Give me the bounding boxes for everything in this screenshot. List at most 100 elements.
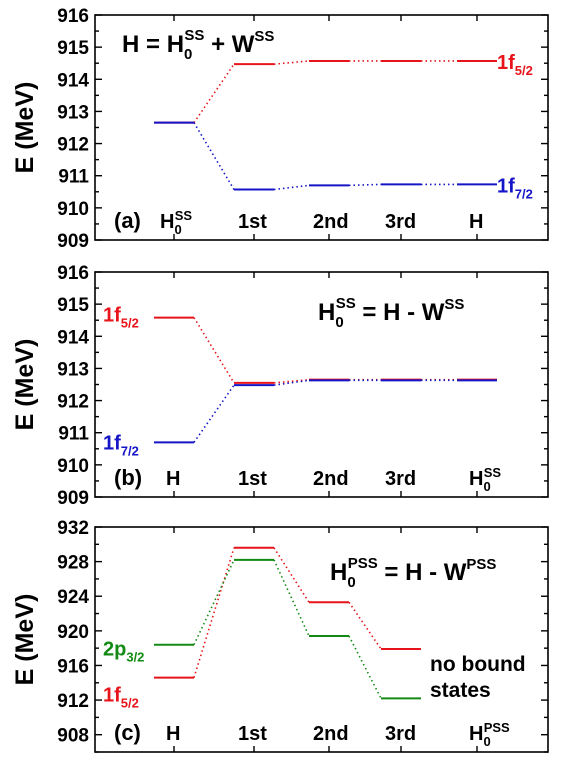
stage-sup: PSS <box>484 720 510 735</box>
connector-line <box>348 635 382 699</box>
series-1: 1f7/2 <box>154 121 533 201</box>
eq-lhs: H <box>330 559 347 586</box>
series-1: 2p3/2 <box>103 558 421 700</box>
y-tick-label: 912 <box>57 691 89 712</box>
stage-text: H <box>469 723 483 745</box>
panel-label: (a) <box>114 208 141 233</box>
series-label: 1f5/2 <box>103 305 139 331</box>
stage-label: H0PSS <box>469 720 510 749</box>
series-name-sub: 7/2 <box>121 443 139 458</box>
y-tick-label: 911 <box>58 424 89 445</box>
series-label: 1f5/2 <box>103 685 139 711</box>
series-name-sub: 5/2 <box>515 63 533 78</box>
eq-lhs-sub: 0 <box>347 574 355 591</box>
stage-label: 2nd <box>313 723 349 745</box>
series-label: 1f7/2 <box>497 175 533 201</box>
y-tick-label: 915 <box>57 295 89 316</box>
stage-label: H <box>166 468 180 490</box>
panel-b: 909 910 911 912 913 914 915 916 E (MeV) (b) H 1st 2n… <box>11 263 549 509</box>
y-tick-label: 932 <box>57 518 89 539</box>
y-tick-label: 908 <box>57 726 89 747</box>
y-tick-label: 910 <box>57 199 89 220</box>
stage-label: 1st <box>238 468 267 490</box>
plot-frame <box>94 526 549 753</box>
eq-term2: W <box>422 299 445 326</box>
series-label: 2p3/2 <box>103 639 144 665</box>
y-tick-label: 928 <box>57 553 89 574</box>
series-label: 1f7/2 <box>103 432 139 458</box>
eq-term1: H <box>383 299 400 326</box>
y-tick-label: 913 <box>57 359 89 380</box>
y-tick-label: 920 <box>57 622 89 643</box>
connector-line <box>273 559 310 637</box>
stage-label: 1st <box>238 211 267 233</box>
connector-line <box>193 63 235 124</box>
eq-lhs-sub: 0 <box>335 314 343 331</box>
stage-text: 3rd <box>385 468 416 490</box>
eq-term1-sup: SS <box>184 27 204 44</box>
equation: H0PSS​ = H - WPSS​ <box>330 555 496 591</box>
stage-label: 3rd <box>385 468 416 490</box>
eq-term2: W <box>444 559 467 586</box>
series-name-sub: 3/2 <box>126 650 144 665</box>
stage-sub: 0 <box>174 222 181 237</box>
stage-text: H <box>469 211 483 233</box>
eq-lhs: H <box>122 31 139 58</box>
stage-text: H <box>166 723 180 745</box>
stage-text: 2nd <box>313 211 349 233</box>
y-tick-label: 910 <box>57 456 89 477</box>
stage-sup: SS <box>175 208 193 223</box>
series-name-sub: 5/2 <box>121 696 139 711</box>
eq-operator: - <box>422 559 443 586</box>
stage-label: 3rd <box>385 723 416 745</box>
stage-sup: SS <box>484 465 502 480</box>
y-tick-label: 909 <box>57 488 89 509</box>
stage-label: H0SS <box>469 465 501 494</box>
eq-operator: + <box>204 31 231 58</box>
eq-lhs: H <box>318 299 335 326</box>
y-tick-label: 912 <box>57 392 89 413</box>
series-name: 1f <box>497 52 515 74</box>
y-axis-label: E (MeV) <box>11 82 39 174</box>
connector-line <box>273 378 310 384</box>
y-tick-label: 916 <box>57 656 89 677</box>
annotation-text: states <box>430 679 491 702</box>
eq-term2: W <box>232 31 255 58</box>
y-tick-label: 913 <box>57 102 89 123</box>
y-tick-label: 914 <box>57 327 89 348</box>
eq-term1: H <box>167 31 184 58</box>
stage-text: 3rd <box>385 211 416 233</box>
connector-line <box>348 183 382 187</box>
panel-c: 908 912 916 920 924 928 932 E (MeV) (c) H 1st 2nd 3r… <box>11 518 549 753</box>
eq-operator: - <box>400 299 421 326</box>
eq-term2-sup: SS <box>254 28 274 45</box>
panel-label: (b) <box>114 465 142 490</box>
y-tick-label: 916 <box>57 263 89 284</box>
eq-term2-sup: PSS <box>466 556 496 573</box>
stage-text: 1st <box>238 723 267 745</box>
panel-label: (c) <box>114 720 141 745</box>
stage-label: 3rd <box>385 211 416 233</box>
connector-line <box>273 379 310 386</box>
eq-equals: = <box>356 299 383 326</box>
y-tick-label: 909 <box>57 231 89 252</box>
stage-sub: 0 <box>483 734 490 749</box>
annotation-text: no bound <box>430 653 526 676</box>
eq-lhs-sup: PSS <box>348 555 378 572</box>
y-tick-label: 916 <box>57 6 89 27</box>
stage-label: H <box>166 723 180 745</box>
series-name: 1f <box>103 305 121 327</box>
series-0: 1f5/2 <box>103 546 421 711</box>
eq-equals: = <box>139 31 166 58</box>
stage-text: H <box>469 468 483 490</box>
series-name: 1f <box>103 432 121 454</box>
series-name: 1f <box>103 685 121 707</box>
stage-label: 2nd <box>313 211 349 233</box>
eq-term2-sup: SS <box>444 296 464 313</box>
connector-line <box>273 60 310 65</box>
y-axis-label: E (MeV) <box>11 594 39 686</box>
connector-line <box>193 559 235 646</box>
stage-label: H0SS <box>160 208 192 237</box>
connector-line <box>193 317 235 384</box>
